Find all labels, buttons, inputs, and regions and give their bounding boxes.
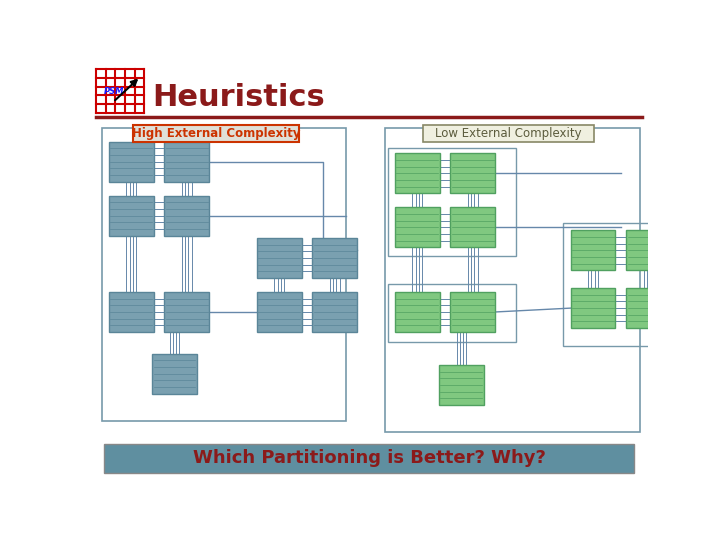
- Text: PSM: PSM: [104, 87, 125, 96]
- Bar: [109, 195, 153, 236]
- Bar: [395, 207, 439, 247]
- Bar: [152, 354, 197, 394]
- Bar: [626, 231, 671, 271]
- Bar: [388, 148, 516, 256]
- Bar: [423, 125, 594, 142]
- Bar: [312, 292, 357, 332]
- Bar: [164, 292, 210, 332]
- Bar: [626, 288, 671, 328]
- Bar: [438, 365, 484, 405]
- Bar: [451, 207, 495, 247]
- Bar: [256, 292, 302, 332]
- Bar: [395, 153, 439, 193]
- Bar: [109, 292, 153, 332]
- Bar: [104, 444, 634, 473]
- Bar: [312, 238, 357, 278]
- Text: Low External Complexity: Low External Complexity: [435, 127, 582, 140]
- Bar: [451, 153, 495, 193]
- Bar: [256, 238, 302, 278]
- Bar: [109, 142, 153, 182]
- Bar: [164, 195, 210, 236]
- Text: Which Partitioning is Better? Why?: Which Partitioning is Better? Why?: [192, 449, 546, 467]
- Bar: [102, 128, 346, 421]
- Text: High External Complexity: High External Complexity: [132, 127, 300, 140]
- Bar: [384, 128, 640, 432]
- Text: Heuristics: Heuristics: [152, 83, 325, 112]
- Bar: [570, 288, 616, 328]
- Bar: [570, 231, 616, 271]
- Bar: [388, 284, 516, 342]
- Bar: [96, 69, 144, 113]
- Bar: [132, 125, 300, 142]
- Bar: [395, 292, 439, 332]
- Bar: [164, 142, 210, 182]
- Bar: [451, 292, 495, 332]
- Bar: [563, 222, 690, 346]
